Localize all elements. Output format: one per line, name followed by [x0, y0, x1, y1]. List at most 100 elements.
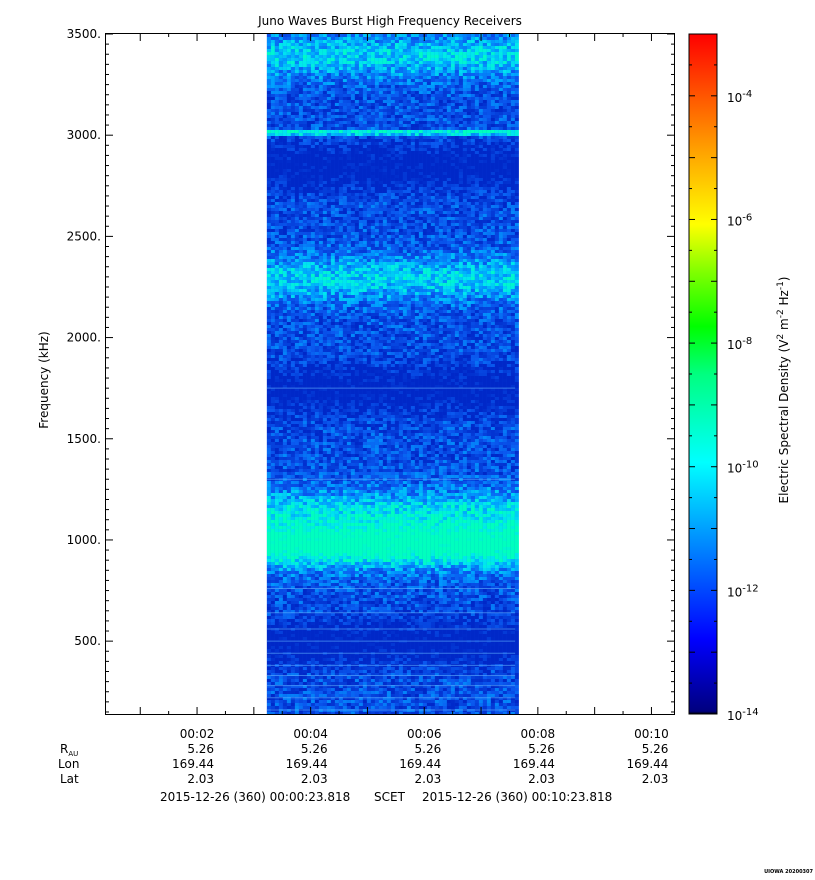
spectrogram-cell	[298, 139, 303, 142]
spectrogram-cell	[438, 79, 443, 82]
spectrogram-cell	[266, 37, 271, 40]
spectrogram-cell	[294, 67, 299, 70]
spectrogram-cell	[294, 199, 299, 202]
spectrogram-cell	[382, 49, 387, 52]
spectrogram-cell	[382, 259, 387, 262]
spectrogram-cell	[474, 208, 479, 211]
spectrogram-cell	[506, 142, 511, 145]
spectrogram-cell	[494, 79, 499, 82]
spectrogram-cell	[466, 259, 471, 262]
spectrogram-cell	[278, 253, 283, 256]
spectrogram-cell	[266, 91, 271, 94]
spectrogram-cell	[346, 106, 351, 109]
spectrogram-cell	[378, 70, 383, 73]
spectrogram-cell	[390, 193, 395, 196]
spectrogram-cell	[274, 91, 279, 94]
spectrogram-cell	[466, 187, 471, 190]
spectrogram-cell	[374, 67, 379, 70]
spectrogram-cell	[454, 58, 459, 61]
spectrogram-cell	[394, 121, 399, 124]
spectrogram-cell	[390, 91, 395, 94]
spectrogram-cell	[462, 178, 467, 181]
spectrogram-cell	[362, 160, 367, 163]
spectrogram-cell	[462, 166, 467, 169]
spectrogram-cell	[394, 262, 399, 265]
spectrogram-cell	[318, 142, 323, 145]
spectrogram-cell	[446, 184, 451, 187]
spectrogram-cell	[338, 169, 343, 172]
spectrogram-cell	[314, 202, 319, 205]
spectrogram-cell	[446, 199, 451, 202]
spectrogram-cell	[302, 247, 307, 250]
spectrogram-cell	[386, 121, 391, 124]
spectrogram-cell	[370, 73, 375, 76]
spectrogram-cell	[478, 100, 483, 103]
spectrogram-cell	[286, 88, 291, 91]
spectrogram-cell	[266, 187, 271, 190]
spectrogram-cell	[282, 196, 287, 199]
spectrogram-cell	[370, 172, 375, 175]
spectrogram-cell	[362, 79, 367, 82]
spectrogram-cell	[310, 151, 315, 154]
spectrogram-cell	[358, 70, 363, 73]
spectrogram-cell	[398, 118, 403, 121]
spectrogram-cell	[482, 109, 487, 112]
spectrogram-cell	[290, 97, 295, 100]
spectrogram-cell	[390, 49, 395, 52]
spectrogram-cell	[270, 199, 275, 202]
spectrogram-cell	[358, 235, 363, 238]
spectrogram-cell	[298, 205, 303, 208]
spectrogram-cell	[382, 67, 387, 70]
spectrogram-cell	[502, 46, 507, 49]
spectrogram-cell	[338, 148, 343, 151]
spectrogram-cell	[290, 226, 295, 229]
spectrogram-cell	[434, 97, 439, 100]
spectrogram-cell	[502, 103, 507, 106]
spectrogram-cell	[410, 187, 415, 190]
spectrogram-cell	[270, 226, 275, 229]
spectrogram-cell	[298, 226, 303, 229]
spectrogram-cell	[490, 244, 495, 247]
spectrogram-cell	[462, 217, 467, 220]
spectrogram-cell	[354, 103, 359, 106]
spectrogram-cell	[454, 34, 459, 37]
spectrogram-cell	[326, 265, 331, 268]
spectrogram-cell	[514, 169, 519, 172]
spectrogram-cell	[314, 172, 319, 175]
spectrogram-cell	[278, 271, 283, 274]
spectrogram-cell	[414, 199, 419, 202]
spectrogram-cell	[358, 46, 363, 49]
spectrogram-cell	[470, 229, 475, 232]
spectrogram-cell	[358, 121, 363, 124]
spectrogram-cell	[330, 121, 335, 124]
spectrogram-cell	[282, 121, 287, 124]
spectrogram-cell	[490, 76, 495, 79]
spectrogram-cell	[362, 262, 367, 265]
spectrogram-cell	[438, 250, 443, 253]
spectrogram-cell	[502, 187, 507, 190]
spectrogram-cell	[410, 268, 415, 271]
spectrogram-cell	[274, 100, 279, 103]
spectrogram-cell	[374, 79, 379, 82]
spectrogram-cell	[378, 127, 383, 130]
spectrogram-cell	[394, 256, 399, 259]
spectrogram-cell	[506, 61, 511, 64]
spectrogram-cell	[490, 160, 495, 163]
spectrogram-cell	[466, 265, 471, 268]
spectrogram-cell	[490, 67, 495, 70]
spectrogram-cell	[386, 193, 391, 196]
spectrogram-cell	[386, 205, 391, 208]
spectrogram-cell	[358, 169, 363, 172]
spectrogram-cell	[410, 157, 415, 160]
spectrogram-cell	[410, 61, 415, 64]
spectrogram-cell	[434, 130, 439, 133]
spectrogram-cell	[290, 160, 295, 163]
spectrogram-cell	[462, 187, 467, 190]
spectrogram-cell	[270, 64, 275, 67]
spectrogram-cell	[326, 70, 331, 73]
spectrogram-cell	[350, 130, 355, 133]
spectrogram-cell	[354, 136, 359, 139]
spectrogram-cell	[414, 61, 419, 64]
spectrogram-cell	[358, 124, 363, 127]
spectrogram-cell	[438, 64, 443, 67]
